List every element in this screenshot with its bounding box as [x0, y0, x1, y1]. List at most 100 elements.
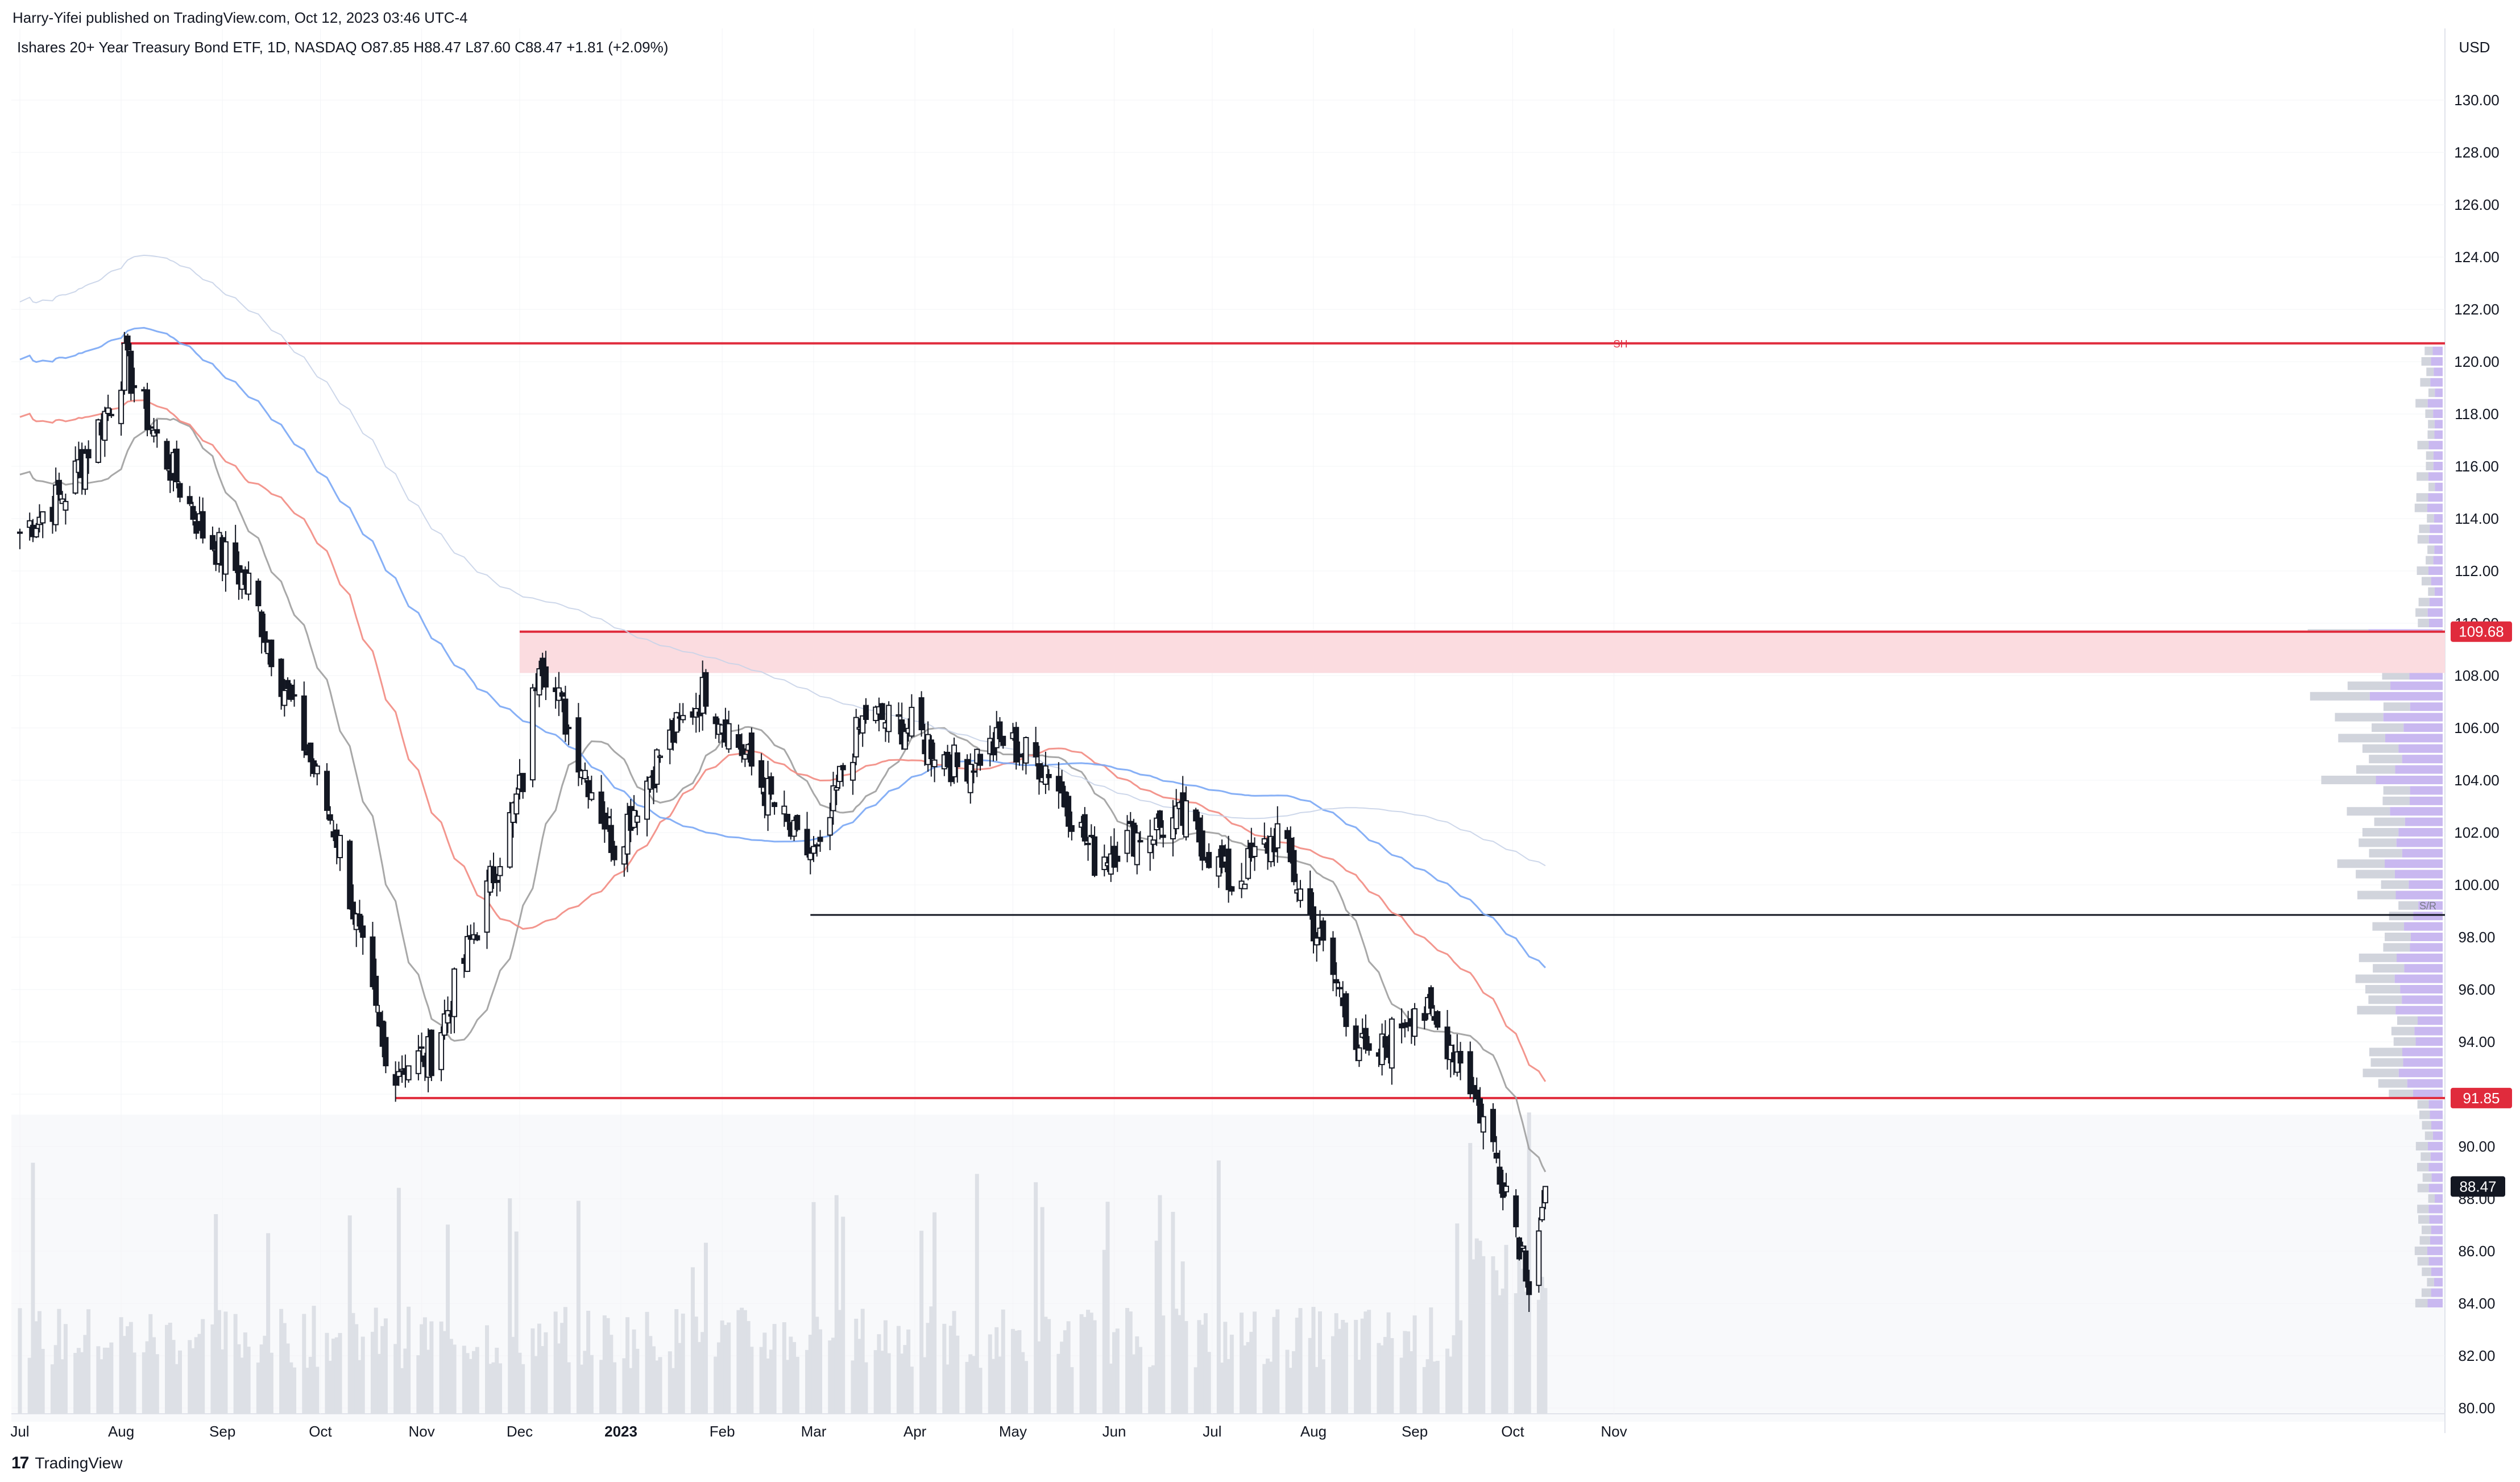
- volume-bar: [769, 1349, 773, 1414]
- volume-bar: [102, 1347, 107, 1414]
- candle: [542, 651, 549, 700]
- candle: [63, 493, 69, 525]
- candle: [1497, 1150, 1503, 1194]
- profile-bar-right: [2435, 388, 2443, 398]
- candle-body: [418, 1046, 425, 1049]
- symbol-legend[interactable]: Ishares 20+ Year Treasury Bond ETF, 1D, …: [17, 39, 668, 56]
- candle-body: [1059, 781, 1065, 794]
- price-axis[interactable]: 130.00 128.00 126.00 124.00 122.00 120.00 118.…: [2454, 92, 2500, 1417]
- profile-bar-left: [2425, 409, 2434, 418]
- candle-body: [644, 780, 650, 820]
- candle-body: [1470, 1084, 1477, 1092]
- candle-body: [376, 1012, 382, 1026]
- volume-bar: [485, 1325, 490, 1414]
- volume-bar: [403, 1348, 408, 1414]
- candle: [931, 742, 938, 783]
- volume-bar: [1341, 1319, 1345, 1414]
- volume-bar: [1128, 1311, 1133, 1414]
- candle: [1284, 827, 1291, 853]
- volume-bar: [328, 1360, 333, 1414]
- volume-bar: [1432, 1361, 1437, 1414]
- currency-label[interactable]: USD: [2459, 39, 2490, 56]
- profile-bar-left: [2424, 346, 2433, 355]
- profile-bar-left: [2422, 1121, 2431, 1130]
- volume-bar: [282, 1323, 287, 1414]
- volume-bar: [1242, 1345, 1247, 1414]
- candle: [415, 1034, 421, 1081]
- candle-body: [177, 483, 183, 498]
- price-tick-label: 108.00: [2454, 667, 2500, 684]
- volume-bar: [1481, 1256, 1486, 1414]
- volume-bar: [1249, 1331, 1254, 1414]
- candle: [118, 381, 125, 436]
- candle-body: [268, 639, 275, 668]
- candle: [347, 839, 353, 910]
- volume-bar: [462, 1346, 466, 1414]
- profile-bar-left: [2389, 1090, 2413, 1098]
- volume-bar: [720, 1320, 724, 1414]
- tradingview-brand[interactable]: 17 TradingView: [11, 1454, 122, 1473]
- profile-bar-left: [2417, 472, 2428, 481]
- candle-body: [836, 765, 843, 783]
- volume-bar: [818, 1329, 823, 1414]
- profile-bar-left: [2424, 1131, 2433, 1140]
- candle: [703, 669, 709, 715]
- brand-name: TradingView: [35, 1454, 123, 1472]
- candle-body: [85, 449, 92, 458]
- candle-body: [193, 521, 200, 534]
- profile-bar-left: [2383, 702, 2410, 711]
- volume-bar: [1047, 1319, 1051, 1414]
- profile-bar-left: [2381, 880, 2409, 889]
- profile-bar-left: [2374, 817, 2405, 826]
- candle: [1173, 789, 1179, 835]
- volume-bar: [197, 1334, 202, 1414]
- candle: [807, 847, 814, 875]
- volume-bar: [351, 1313, 355, 1414]
- candle-body: [542, 666, 549, 688]
- candle: [337, 835, 343, 871]
- candle: [836, 765, 843, 789]
- volume-bar: [1497, 1295, 1502, 1414]
- price-tick-label: 118.00: [2455, 405, 2499, 423]
- profile-bar-left: [2347, 807, 2390, 816]
- profile-bar-left: [2426, 367, 2434, 376]
- candle-body: [1036, 763, 1042, 780]
- time-tick-label: Oct: [309, 1423, 332, 1440]
- volume-bar: [1105, 1202, 1110, 1414]
- volume-bar: [1514, 1293, 1518, 1414]
- candle-body: [370, 936, 376, 987]
- price-tick-label: 102.00: [2454, 824, 2500, 841]
- profile-bar-right: [2410, 702, 2443, 711]
- volume-bar: [792, 1342, 797, 1414]
- volume-bar: [922, 1357, 927, 1414]
- candle: [1036, 746, 1042, 795]
- profile-bar-right: [2398, 828, 2443, 837]
- candle-body: [278, 659, 284, 697]
- candles[interactable]: [16, 332, 1548, 1313]
- profile-bar-left: [2356, 765, 2395, 774]
- profile-bar-right: [2369, 692, 2443, 701]
- candle-body: [739, 744, 745, 756]
- candle-body: [1245, 848, 1251, 879]
- volume-bar: [838, 1310, 842, 1414]
- volume-bar: [805, 1349, 810, 1414]
- profile-bar-right: [2415, 1037, 2443, 1046]
- volume-bar: [1253, 1311, 1257, 1414]
- candle: [418, 1032, 425, 1062]
- candle-body: [954, 752, 960, 767]
- volume-bar: [302, 1314, 306, 1414]
- price-tick-label: 106.00: [2454, 719, 2500, 736]
- candle: [40, 511, 46, 539]
- volume-bar: [1148, 1367, 1153, 1414]
- candle: [357, 900, 363, 933]
- candle: [186, 486, 193, 506]
- volume-bar: [1543, 1288, 1548, 1414]
- profile-bar-right: [2435, 1194, 2443, 1203]
- candle: [513, 787, 520, 824]
- volume-bar: [126, 1326, 130, 1414]
- profile-bar-right: [2431, 577, 2443, 586]
- profile-bar-right: [2428, 566, 2443, 575]
- time-axis[interactable]: Jul Aug Sep Oct Nov Dec 2023 Feb Mar Apr May Jun Jul…: [10, 1423, 1627, 1440]
- candle-body: [1284, 830, 1291, 839]
